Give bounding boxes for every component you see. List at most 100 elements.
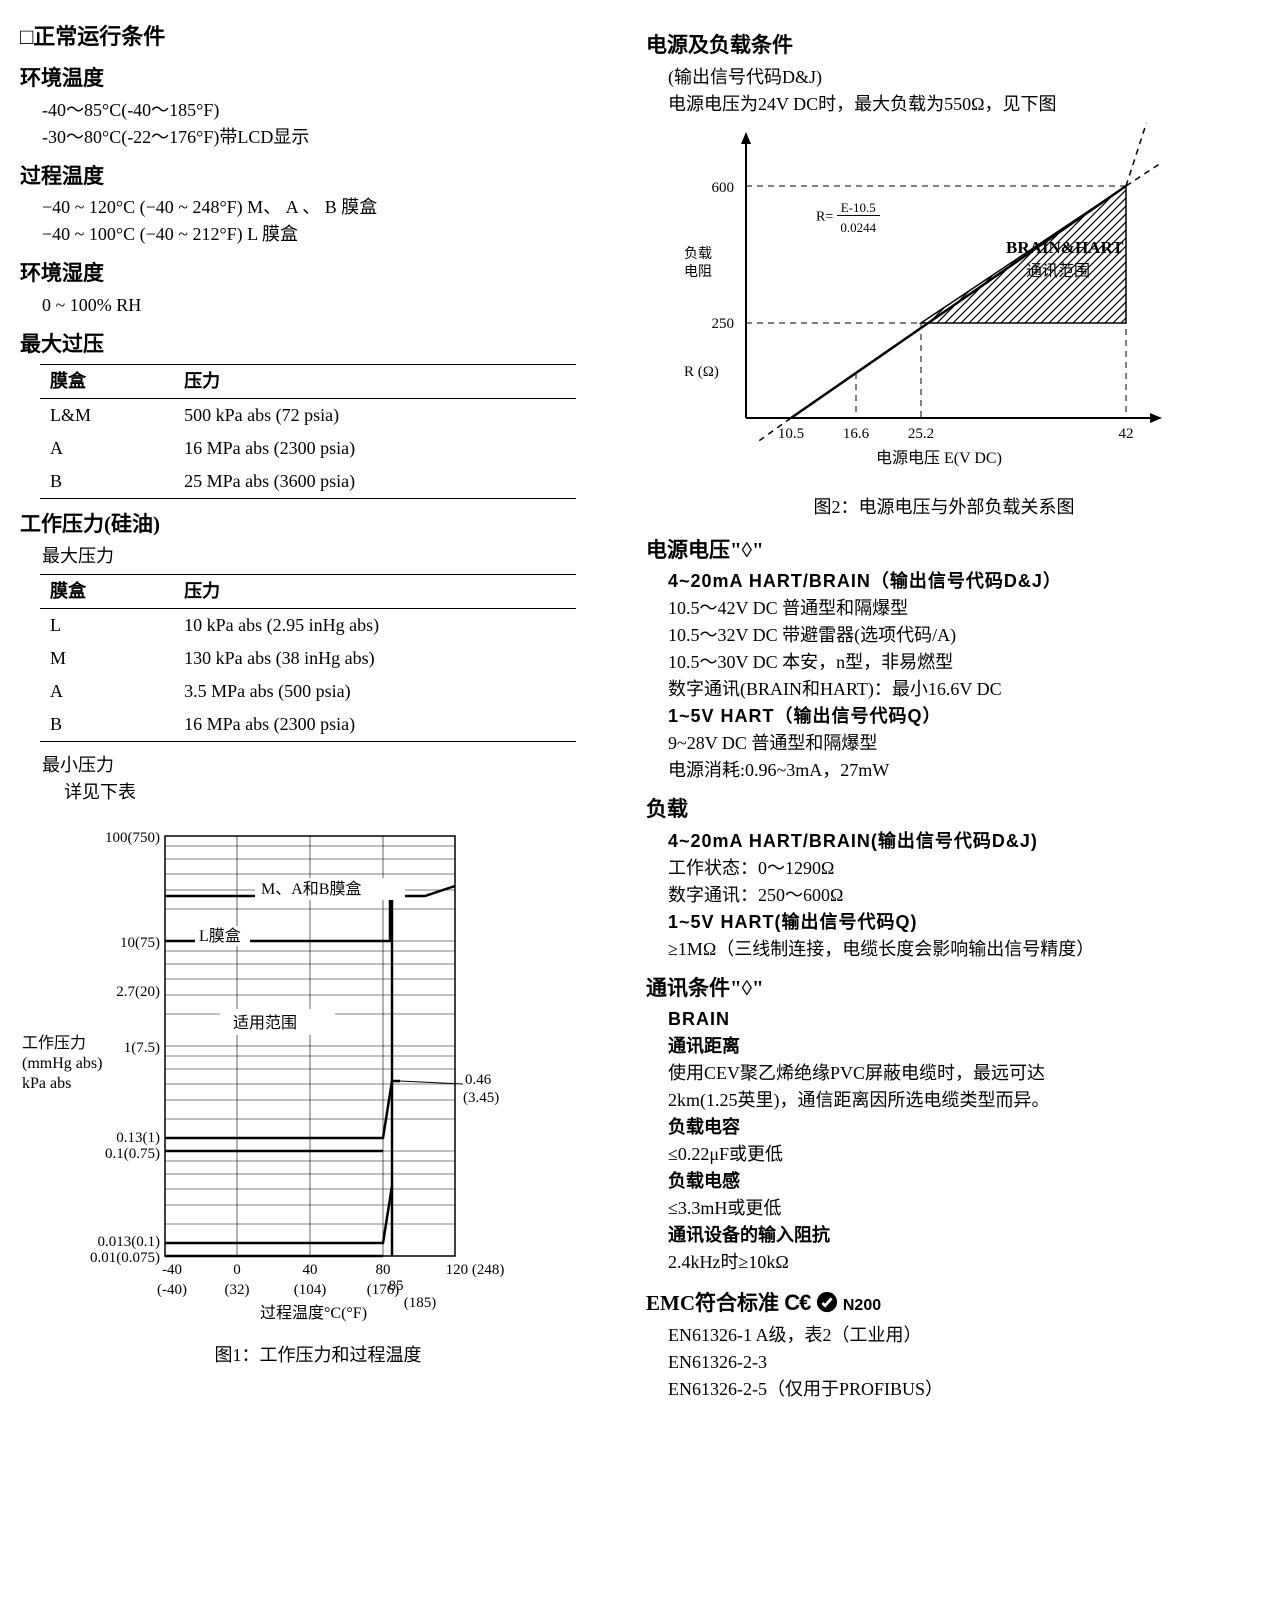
ambient-temp-line2: -30～80°C(-22～176°F)带LCD显示: [42, 124, 616, 151]
overpressure-table: 膜盒 压力 L&M500 kPa abs (72 psia) A16 MPa a…: [40, 364, 576, 499]
svg-text:适用范围: 适用范围: [233, 1014, 297, 1032]
svg-text:85: 85: [389, 1278, 404, 1294]
comm-ind-l1: ≤3.3mH或更低: [668, 1195, 1242, 1222]
table-row: A3.5 MPa abs (500 psia): [40, 675, 576, 708]
svg-text:L膜盒: L膜盒: [199, 927, 241, 945]
ambient-temp-line1: -40～85°C(-40～185°F): [42, 97, 616, 124]
process-temp-line2: −40 ~ 100°C (−40 ~ 212°F) L 膜盒: [42, 221, 616, 248]
n200-label: N200: [843, 1297, 881, 1314]
sv-l5: 数字通讯(BRAIN和HART)：最小16.6V DC: [668, 676, 1242, 703]
sv-l7: 9~28V DC 普通型和隔爆型: [668, 730, 1242, 757]
figure-1: 适用范围 M、A和B膜盒 L膜盒 0.46 (3.45) 100(750) 10…: [20, 816, 616, 1369]
humidity-line1: 0 ~ 100% RH: [42, 292, 616, 319]
svg-text:10.5: 10.5: [778, 426, 804, 442]
svg-text:工作压力: 工作压力: [22, 1034, 86, 1052]
svg-text:kPa abs: kPa abs: [22, 1075, 71, 1092]
load-l3: 数字通讯：250～600Ω: [668, 882, 1242, 909]
table-row: B16 MPa abs (2300 psia): [40, 708, 576, 742]
wp-col1: 膜盒: [40, 574, 174, 608]
load-title: 负载: [646, 794, 1242, 826]
svg-text:40: 40: [303, 1262, 318, 1278]
power-load-title: 电源及负载条件: [646, 30, 1242, 62]
svg-text:(104): (104): [294, 1282, 327, 1298]
comm-title: 通讯条件"◊": [646, 973, 1242, 1005]
svg-text:(mmHg abs): (mmHg abs): [22, 1055, 102, 1072]
svg-text:25.2: 25.2: [908, 426, 934, 442]
svg-text:电阻: 电阻: [684, 264, 712, 280]
emc-l3: EN61326-2-5（仅用于PROFIBUS）: [668, 1376, 1242, 1403]
power-load-sub1: (输出信号代码D&J): [668, 64, 1242, 91]
svg-text:(32): (32): [225, 1282, 250, 1298]
process-temp-line1: −40 ~ 120°C (−40 ~ 248°F) M、 A 、 B 膜盒: [42, 194, 616, 221]
load-l2: 工作状态：0～1290Ω: [668, 855, 1242, 882]
comm-cap-title: 负载电容: [668, 1114, 1242, 1141]
fig2-caption: 图2：电源电压与外部负载关系图: [646, 494, 1242, 521]
comm-brain: BRAIN: [668, 1006, 1242, 1033]
fig1-caption: 图1：工作压力和过程温度: [20, 1342, 616, 1369]
svg-text:0.01(0.075): 0.01(0.075): [90, 1250, 160, 1266]
svg-text:R (Ω): R (Ω): [684, 364, 719, 380]
table-row: M130 kPa abs (38 inHg abs): [40, 642, 576, 675]
comm-imp-title: 通讯设备的输入阻抗: [668, 1222, 1242, 1249]
table-row: A16 MPa abs (2300 psia): [40, 432, 576, 465]
sv-l3: 10.5～32V DC 带避雷器(选项代码/A): [668, 622, 1242, 649]
wp-col2: 压力: [174, 574, 576, 608]
humidity-title: 环境湿度: [20, 258, 616, 290]
svg-text:-40: -40: [162, 1262, 182, 1278]
svg-text:10(75): 10(75): [120, 935, 160, 951]
svg-text:42: 42: [1119, 426, 1134, 442]
svg-text:250: 250: [712, 316, 735, 332]
load-l1: 4~20mA HART/BRAIN(输出信号代码D&J): [668, 828, 1242, 855]
svg-text:M、A和B膜盒: M、A和B膜盒: [261, 880, 361, 898]
emc-l1: EN61326-1 A级，表2（工业用）: [668, 1322, 1242, 1349]
comm-dist-title: 通讯距离: [668, 1033, 1242, 1060]
svg-text:负载: 负载: [684, 246, 712, 262]
process-temp-title: 过程温度: [20, 161, 616, 193]
svg-text:BRAIN&HART: BRAIN&HART: [1006, 238, 1124, 257]
svg-text:0.46: 0.46: [465, 1072, 492, 1088]
c-tick-icon: [816, 1291, 838, 1313]
load-l5: ≥1MΩ（三线制连接，电缆长度会影响输出信号精度）: [668, 936, 1242, 963]
svg-text:80: 80: [376, 1262, 391, 1278]
svg-text:电源电压 E(V DC): 电源电压 E(V DC): [876, 449, 1002, 467]
op-col2: 压力: [174, 365, 576, 399]
min-pressure-label: 最小压力: [42, 752, 616, 779]
emc-title: EMC符合标准 C€ N200: [646, 1286, 1242, 1320]
comm-imp-l1: 2.4kHz时≥10kΩ: [668, 1249, 1242, 1276]
sv-l8: 电源消耗:0.96~3mA，27mW: [668, 757, 1242, 784]
left-column: □正常运行条件 环境温度 -40～85°C(-40～185°F) -30～80°…: [20, 20, 616, 1403]
comm-cap-l1: ≤0.22μF或更低: [668, 1141, 1242, 1168]
svg-text:通讯范围: 通讯范围: [1026, 262, 1090, 280]
svg-text:2.7(20): 2.7(20): [116, 984, 160, 1000]
svg-text:(-40): (-40): [157, 1282, 187, 1298]
overpressure-title: 最大过压: [20, 329, 616, 361]
right-column: 电源及负载条件 (输出信号代码D&J) 电源电压为24V DC时，最大负载为55…: [646, 20, 1242, 1403]
table-row: L10 kPa abs (2.95 inHg abs): [40, 608, 576, 642]
svg-text:(3.45): (3.45): [463, 1090, 499, 1106]
emc-l2: EN61326-2-3: [668, 1349, 1242, 1376]
svg-text:16.6: 16.6: [843, 426, 870, 442]
comm-ind-title: 负载电感: [668, 1168, 1242, 1195]
max-pressure-label: 最大压力: [42, 543, 616, 570]
table-row: L&M500 kPa abs (72 psia): [40, 399, 576, 433]
load-l4: 1~5V HART(输出信号代码Q): [668, 909, 1242, 936]
ce-mark-icon: C€: [784, 1290, 810, 1315]
svg-text:0: 0: [233, 1262, 241, 1278]
figure-2: BRAIN&HART 通讯范围 R= E-10.5 0.0244 6: [646, 118, 1242, 521]
sv-l6: 1~5V HART（输出信号代码Q）: [668, 703, 1242, 730]
sv-l2: 10.5～42V DC 普通型和隔爆型: [668, 595, 1242, 622]
svg-text:600: 600: [712, 180, 735, 196]
comm-dist-l2: 2km(1.25英里)，通信距离因所选电缆类型而异。: [668, 1087, 1242, 1114]
power-load-sub2: 电源电压为24V DC时，最大负载为550Ω，见下图: [668, 91, 1242, 118]
table-row: B25 MPa abs (3600 psia): [40, 465, 576, 499]
svg-text:0.013(0.1): 0.013(0.1): [98, 1234, 161, 1250]
svg-text:1(7.5): 1(7.5): [124, 1040, 160, 1056]
svg-text:100(750): 100(750): [105, 830, 160, 846]
sv-l4: 10.5～30V DC 本安，n型，非易燃型: [668, 649, 1242, 676]
working-pressure-table: 膜盒 压力 L10 kPa abs (2.95 inHg abs) M130 k…: [40, 574, 576, 742]
svg-text:过程温度°C(°F): 过程温度°C(°F): [260, 1304, 367, 1322]
supply-voltage-title: 电源电压"◊": [646, 535, 1242, 567]
ambient-temp-title: 环境温度: [20, 63, 616, 95]
sv-l1: 4~20mA HART/BRAIN（输出信号代码D&J）: [668, 568, 1242, 595]
op-col1: 膜盒: [40, 365, 174, 399]
